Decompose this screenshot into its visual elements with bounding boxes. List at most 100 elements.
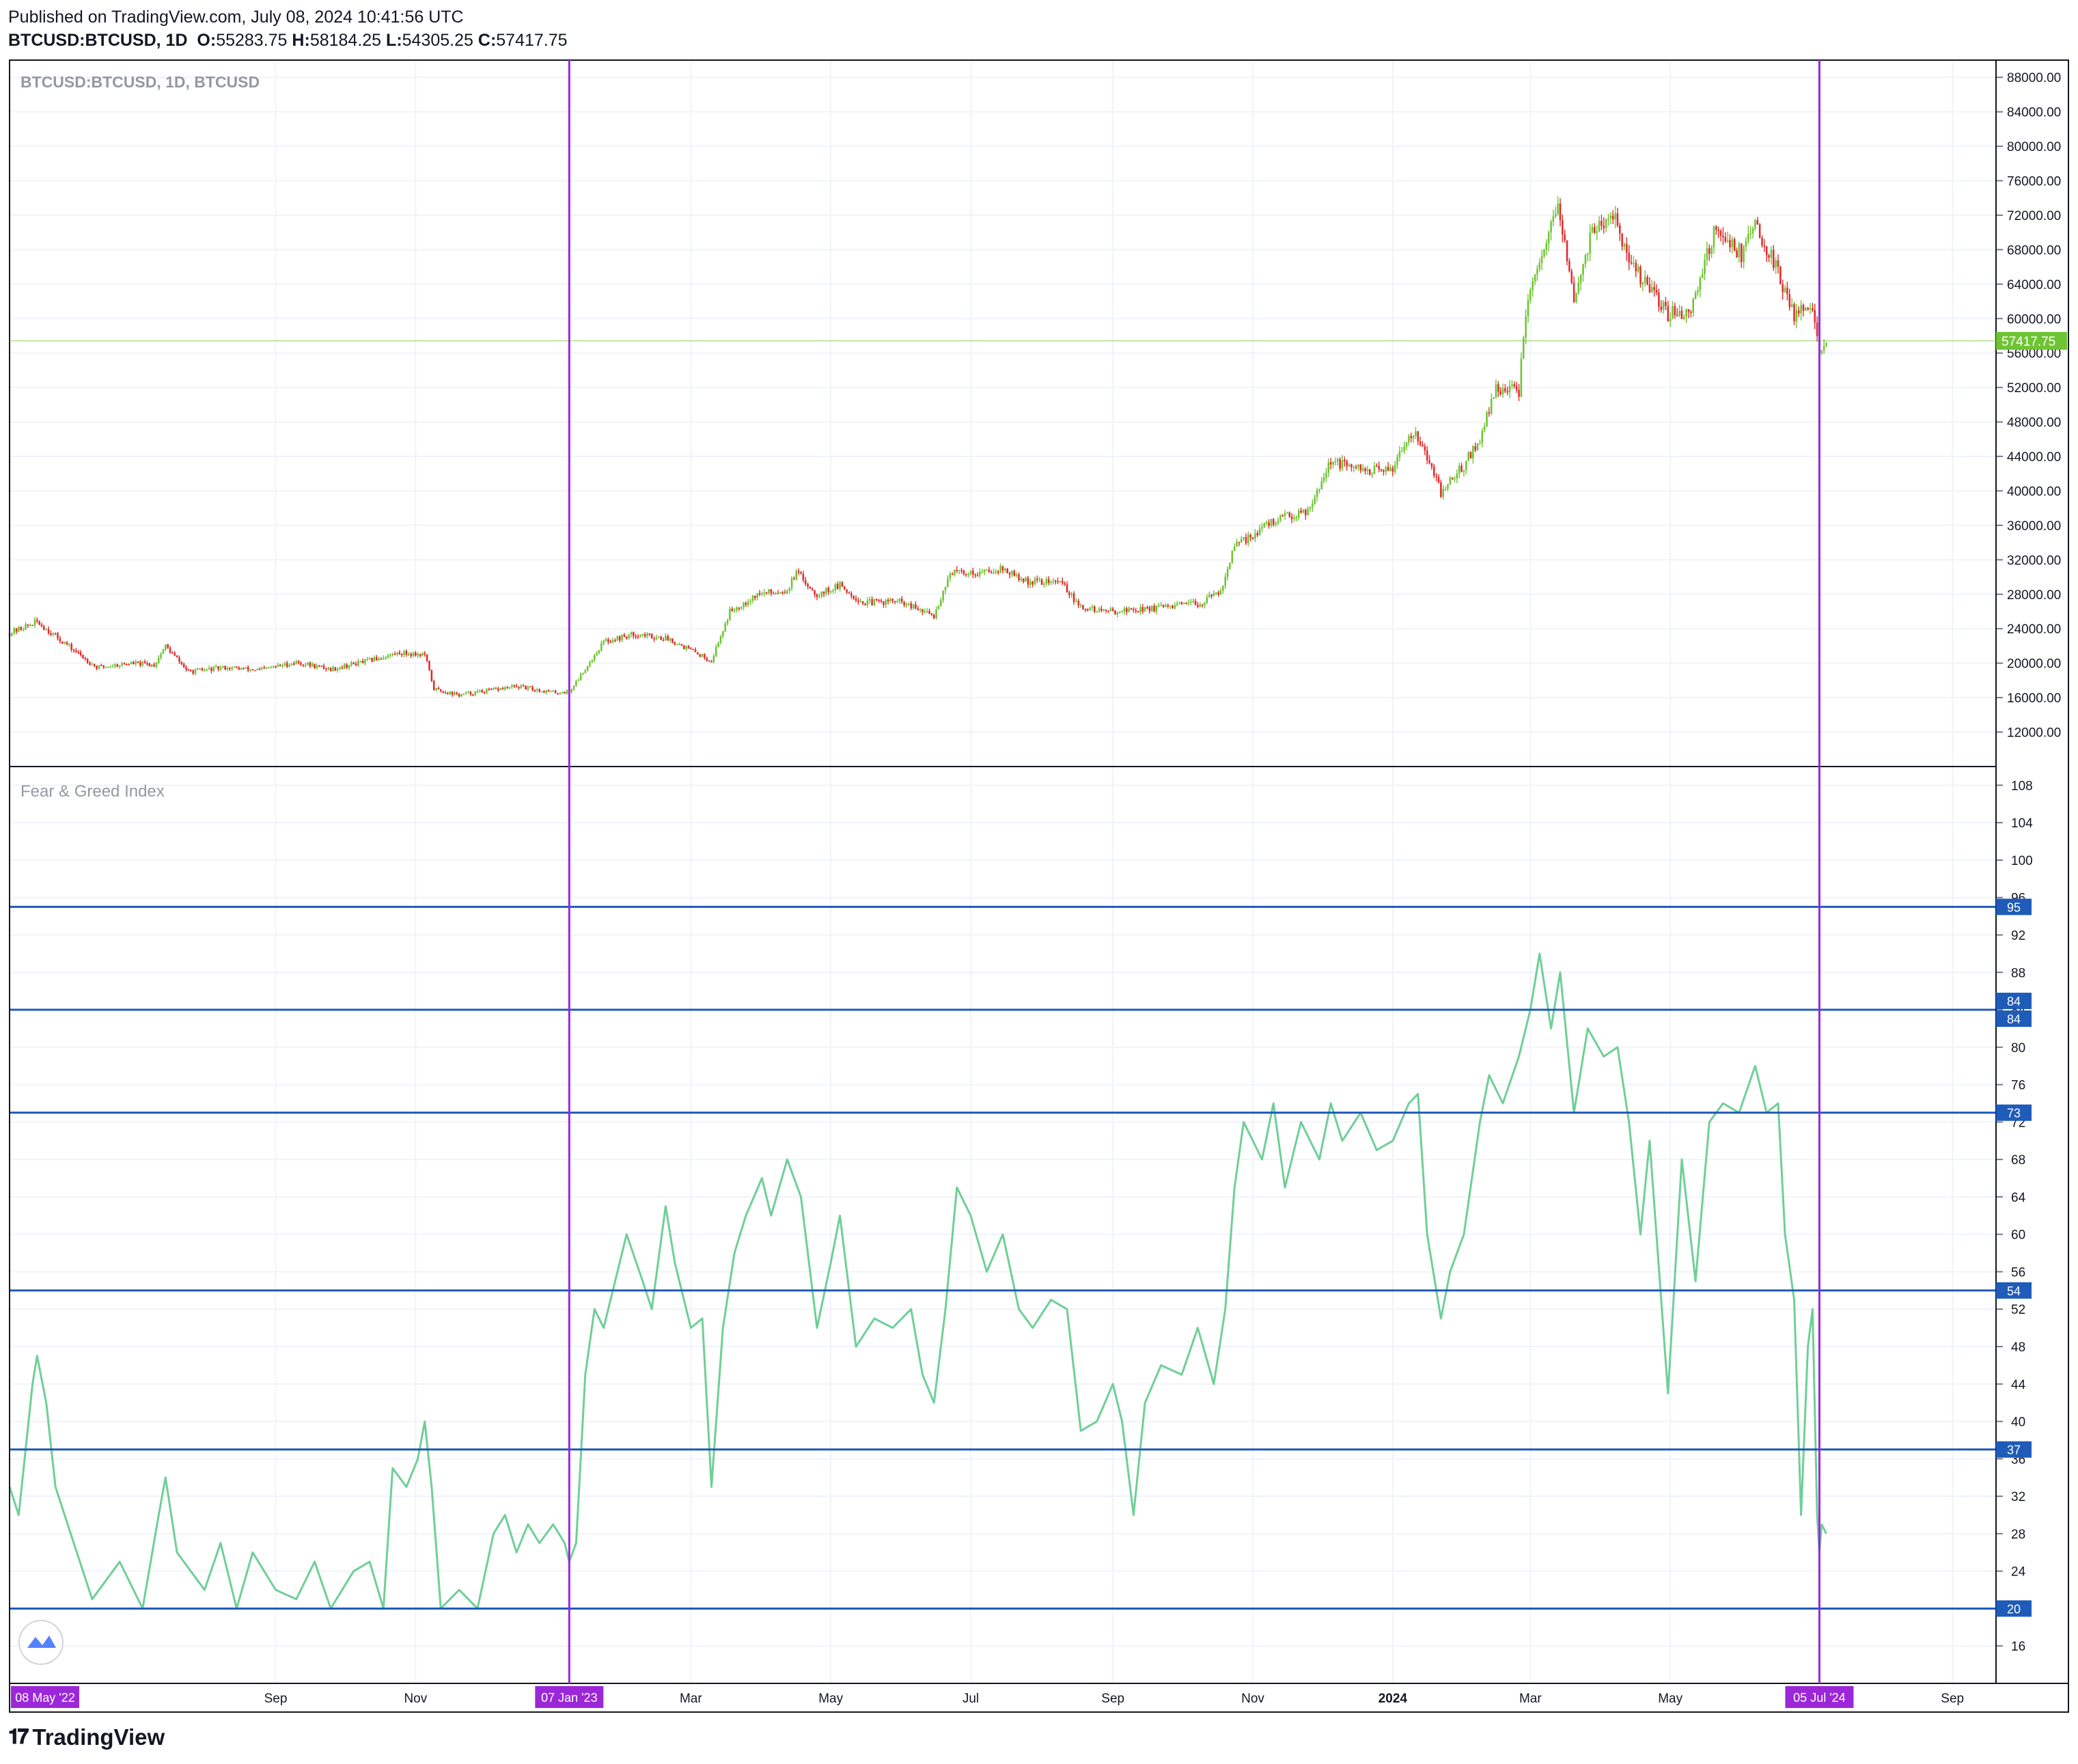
candle-body bbox=[1302, 510, 1305, 513]
candle-body bbox=[1497, 384, 1499, 392]
candle-body bbox=[701, 654, 704, 657]
published-line: Published on TradingView.com, July 08, 2… bbox=[8, 8, 464, 27]
candle-body bbox=[572, 685, 575, 689]
candle-body bbox=[454, 692, 456, 695]
candle-body bbox=[536, 689, 538, 691]
candle-body bbox=[332, 667, 334, 672]
fg-tick-label: 88 bbox=[2011, 966, 2025, 980]
candle-body bbox=[1483, 426, 1486, 431]
candle-body bbox=[1770, 249, 1773, 258]
candle-body bbox=[1644, 277, 1646, 284]
candle-body bbox=[68, 644, 70, 646]
candle-body bbox=[167, 644, 169, 648]
candle-body bbox=[1525, 316, 1527, 338]
candle-body bbox=[623, 635, 626, 637]
candle-body bbox=[1816, 322, 1818, 336]
candle-body bbox=[898, 598, 901, 602]
candle-body bbox=[1616, 213, 1619, 226]
price-tick-label: 12000.00 bbox=[2007, 726, 2061, 741]
candle-body bbox=[958, 570, 960, 572]
candle-body bbox=[827, 588, 830, 592]
candle-body bbox=[1639, 266, 1641, 284]
candle-body bbox=[428, 661, 430, 670]
candle-body bbox=[462, 693, 465, 695]
candle-body bbox=[329, 667, 332, 672]
candle-body bbox=[699, 654, 702, 657]
candle-body bbox=[846, 590, 848, 593]
candle-body bbox=[1562, 220, 1564, 235]
candle-body bbox=[697, 652, 699, 654]
fg-pane-title: Fear & Greed Index bbox=[20, 782, 165, 801]
candle-body bbox=[1467, 452, 1469, 461]
candle-body bbox=[84, 658, 87, 659]
candle-body bbox=[814, 590, 816, 595]
fg-tick-label: 64 bbox=[2011, 1191, 2026, 1205]
candle-body bbox=[1020, 579, 1023, 581]
fg-pane-frame bbox=[9, 766, 1997, 1684]
candle-body bbox=[836, 584, 839, 590]
candle-body bbox=[1249, 534, 1251, 538]
price-pane[interactable] bbox=[8, 196, 1827, 698]
candle-body bbox=[1807, 307, 1809, 309]
candle-body bbox=[258, 669, 261, 670]
candle-body bbox=[22, 629, 25, 631]
candle-body bbox=[935, 609, 937, 618]
candle-body bbox=[1513, 384, 1516, 387]
candle-body bbox=[1655, 290, 1658, 293]
candle-body bbox=[1272, 519, 1275, 525]
candle-body bbox=[954, 570, 956, 575]
candle-body bbox=[1424, 446, 1426, 451]
candle-body bbox=[880, 600, 883, 602]
candle-body bbox=[20, 626, 23, 630]
candle-body bbox=[1396, 457, 1398, 465]
candle-body bbox=[96, 665, 98, 669]
candle-body bbox=[1322, 477, 1325, 482]
candle-body bbox=[545, 690, 548, 693]
candle-body bbox=[561, 692, 564, 693]
candle-body bbox=[1243, 537, 1245, 539]
candle-body bbox=[726, 620, 729, 624]
candle-body bbox=[1577, 282, 1580, 293]
candle-body bbox=[979, 571, 981, 576]
candle-body bbox=[1697, 290, 1699, 293]
candle-body bbox=[1706, 248, 1708, 260]
candle-body bbox=[1694, 292, 1697, 299]
candle-body bbox=[1150, 605, 1153, 611]
candle-body bbox=[508, 687, 511, 688]
fear-greed-pane[interactable] bbox=[8, 905, 1996, 1610]
candle-body bbox=[1373, 465, 1376, 474]
candle-body bbox=[614, 640, 616, 642]
candle-body bbox=[1172, 605, 1174, 609]
price-tick-label: 40000.00 bbox=[2007, 484, 2061, 499]
candle-body bbox=[378, 659, 380, 661]
candle-body bbox=[903, 602, 905, 605]
candle-body bbox=[1715, 226, 1717, 230]
last-price-badge bbox=[1996, 331, 2067, 350]
candle-body bbox=[1449, 477, 1452, 485]
candle-body bbox=[733, 610, 736, 611]
candle-body bbox=[359, 661, 362, 662]
candle-body bbox=[1547, 232, 1550, 244]
candle-body bbox=[283, 663, 286, 666]
candle-body bbox=[891, 598, 894, 601]
candle-body bbox=[135, 661, 137, 665]
candle-body bbox=[1653, 287, 1655, 290]
candle-body bbox=[557, 693, 559, 695]
candle-body bbox=[1782, 284, 1784, 292]
candle-body bbox=[1165, 605, 1167, 607]
candle-body bbox=[1508, 385, 1511, 393]
candle-body bbox=[1279, 515, 1282, 521]
candle-body bbox=[1346, 461, 1348, 467]
candle-body bbox=[295, 661, 298, 664]
tradingview-logo[interactable]: 𝟏𝟕 TradingView bbox=[8, 1724, 165, 1750]
candle-body bbox=[1444, 488, 1447, 491]
candle-body bbox=[91, 664, 94, 665]
candle-body bbox=[251, 669, 254, 671]
candle-body bbox=[1109, 608, 1112, 611]
candle-body bbox=[54, 633, 57, 635]
candle-body bbox=[591, 660, 594, 662]
candle-body bbox=[960, 570, 962, 572]
candle-body bbox=[208, 667, 210, 670]
candle-body bbox=[1749, 233, 1751, 234]
